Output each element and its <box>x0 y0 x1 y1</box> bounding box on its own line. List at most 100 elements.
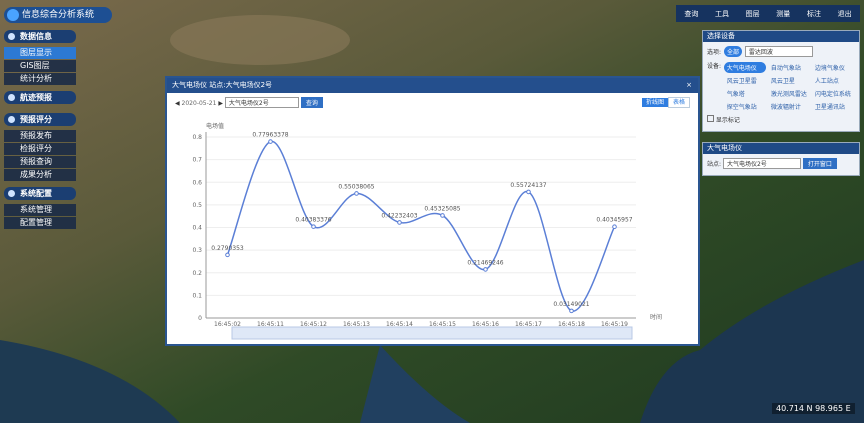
sidebar-item[interactable]: 系统管理 <box>4 204 76 216</box>
point <box>440 213 445 218</box>
value-label: 0.55724137 <box>510 182 546 189</box>
device-button[interactable]: 大气电场仪 <box>723 62 766 73</box>
x-tick-label: 16:45:13 <box>343 321 370 328</box>
checkbox-row[interactable]: 显示标记 <box>703 113 859 126</box>
value-label: 0.45325085 <box>424 205 460 212</box>
prev-button[interactable]: ◀ <box>175 100 180 107</box>
y-tick-label: 0.5 <box>192 202 202 209</box>
option-row: 选项: 全部 雷达回波 <box>703 42 859 61</box>
modal-title-text: 大气电场仪 站点:大气电场仪2号 <box>172 81 273 89</box>
device-button[interactable]: 激光测风雷达 <box>770 91 807 98</box>
app-title[interactable]: 信息综合分析系统 <box>4 7 112 23</box>
y-tick-label: 0.7 <box>192 157 202 164</box>
date[interactable]: 2020-05-21 <box>181 100 217 107</box>
nav-item[interactable]: 查询 <box>684 9 699 18</box>
sidebar-item[interactable]: GIS图层 <box>4 60 76 72</box>
open-button[interactable]: 打开窗口 <box>802 158 837 169</box>
device-button[interactable]: 气象塔 <box>726 91 745 98</box>
device-button[interactable]: 边境气象仪 <box>814 65 845 72</box>
app-title-text: 信息综合分析系统 <box>22 10 95 20</box>
option-button[interactable]: 全部 <box>723 46 742 57</box>
device-button[interactable]: 闪电定位系统 <box>814 91 851 98</box>
point <box>225 252 230 258</box>
point <box>483 267 488 272</box>
sidebar-item[interactable]: 配置管理 <box>4 217 76 229</box>
query-button[interactable]: 查询 <box>300 97 323 108</box>
sidebar-section[interactable]: 预报评分 <box>4 113 76 126</box>
zoom-slider[interactable] <box>231 326 633 340</box>
top-nav: 查询 工具 图层 测量 标注 退出 <box>676 5 860 22</box>
chart-modal: 大气电场仪 站点:大气电场仪2号 × ◀ 2020-05-21 ▶ 大气电场仪2号… <box>165 76 700 346</box>
x-tick-label: 16:45:19 <box>601 321 628 328</box>
x-tick-label: 16:45:15 <box>429 321 456 328</box>
device-button[interactable]: 风云卫星雷 <box>726 78 757 85</box>
station-select[interactable]: 大气电场仪2号 <box>722 158 801 169</box>
point <box>526 189 531 195</box>
next-button[interactable]: ▶ <box>218 100 223 107</box>
device-row: 设备: 大气电场仪 自动气象站 边境气象仪风云卫星雷 风云卫星 人工站点气象塔 激光测风雷… <box>703 61 859 113</box>
value-label: 0.40345957 <box>596 217 632 224</box>
nav-item[interactable]: 工具 <box>714 9 729 18</box>
close-button[interactable]: × <box>686 81 692 89</box>
y-tick-label: 0 <box>198 315 202 322</box>
point <box>397 220 402 225</box>
tabs: 折线图 表格 <box>641 97 690 108</box>
panel-title: 选择设备 <box>703 31 859 42</box>
point <box>354 191 359 196</box>
device-button[interactable]: 风云卫星 <box>770 78 795 85</box>
y-tick-label: 0.3 <box>192 247 202 254</box>
x-tick-label: 16:45:11 <box>257 321 284 328</box>
sidebar-item[interactable]: 预报发布 <box>4 130 76 142</box>
x-axis-label: 时间 <box>650 313 662 321</box>
y-tick-label: 0.2 <box>192 270 202 277</box>
point <box>612 224 617 230</box>
map-sea <box>360 345 470 423</box>
device-button[interactable]: 卫星通讯站 <box>814 104 845 111</box>
option-select[interactable]: 雷达回波 <box>744 46 813 57</box>
value-label: 0.42232403 <box>381 212 417 219</box>
map-desert <box>170 15 350 65</box>
nav-item[interactable]: 标注 <box>806 9 821 18</box>
sidebar-item[interactable]: 检报评分 <box>4 143 76 155</box>
x-tick-label: 16:45:16 <box>472 321 499 328</box>
x-tick-label: 16:45:17 <box>515 321 542 328</box>
label: 站点: <box>707 161 722 168</box>
sidebar-section[interactable]: 航迹预报 <box>4 91 76 104</box>
device-button[interactable]: 微波辐射计 <box>770 104 801 111</box>
nav-item[interactable]: 测量 <box>776 9 791 18</box>
sidebar-item[interactable]: 图层显示 <box>4 47 76 59</box>
sidebar-section[interactable]: 数据信息 <box>4 30 76 43</box>
point <box>311 224 316 229</box>
checkbox[interactable] <box>707 115 714 122</box>
label: 设备: <box>707 63 722 70</box>
x-tick-label: 16:45:14 <box>386 321 413 328</box>
line-series <box>226 140 616 312</box>
station-select[interactable]: 大气电场仪2号 <box>224 97 299 108</box>
logo <box>7 9 19 21</box>
value-label: 0.21469246 <box>467 259 503 266</box>
y-tick-label: 0.8 <box>192 134 202 141</box>
tab[interactable]: 表格 <box>667 97 690 108</box>
tab[interactable]: 折线图 <box>641 98 668 107</box>
nav-item[interactable]: 图层 <box>745 9 760 18</box>
value-label: 0.55038065 <box>338 183 374 190</box>
sidebar-section[interactable]: 系统配置 <box>4 187 76 200</box>
device-button[interactable]: 人工站点 <box>814 78 839 85</box>
modal-controls: ◀ 2020-05-21 ▶ 大气电场仪2号 查询 折线图 表格 <box>167 93 698 111</box>
point <box>569 308 574 314</box>
device-button[interactable]: 自动气象站 <box>770 65 801 72</box>
sidebar-item[interactable]: 预报查询 <box>4 156 76 168</box>
x-tick-label: 16:45:12 <box>300 321 327 328</box>
label: 选项: <box>707 49 722 56</box>
y-tick-label: 0.1 <box>192 292 202 299</box>
sidebar-item[interactable]: 统计分析 <box>4 73 76 85</box>
station-panel: 大气电场仪 站点: 大气电场仪2号 打开窗口 <box>702 142 860 176</box>
nav-item[interactable]: 退出 <box>837 9 852 18</box>
value-label: 0.40383376 <box>295 217 331 224</box>
sidebar-item[interactable]: 成果分析 <box>4 169 76 181</box>
device-grid: 大气电场仪 自动气象站 边境气象仪风云卫星雷 风云卫星 人工站点气象塔 激光测风雷达 闪电定… <box>723 61 855 113</box>
station-row: 站点: 大气电场仪2号 打开窗口 <box>703 154 859 173</box>
device-button[interactable]: 探空气象站 <box>726 104 757 111</box>
point <box>268 139 273 144</box>
